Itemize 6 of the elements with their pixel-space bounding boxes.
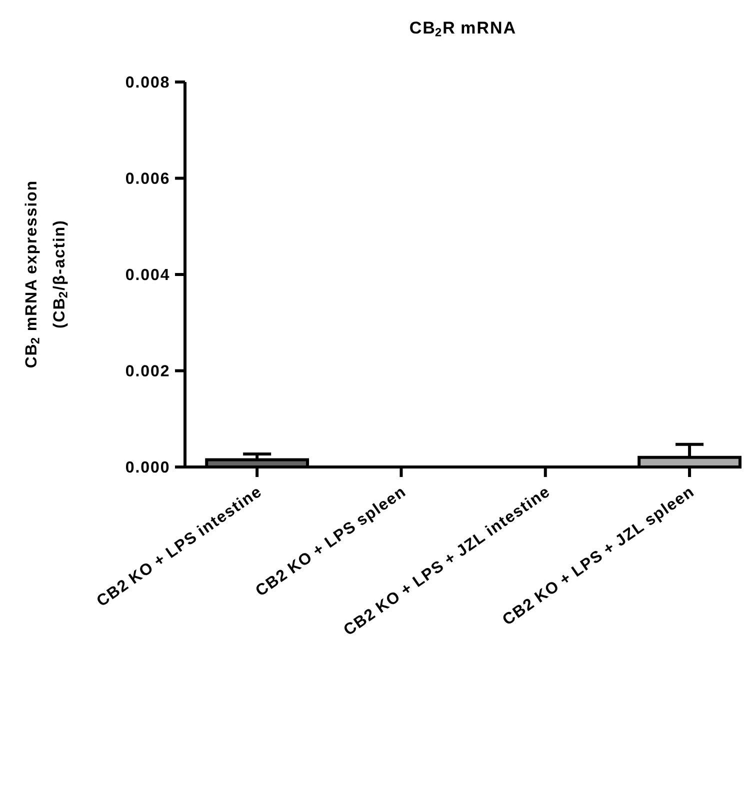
y-tick-label: 0.004: [126, 268, 170, 280]
y-tick-label: 0.006: [126, 172, 169, 184]
chart-title: CB$_{2}$R mRNA: [410, 22, 516, 36]
y-tick-label: 0.000: [126, 461, 169, 473]
y-tick-label: 0.002: [126, 365, 169, 376]
y-tick-label: 0.008: [126, 76, 169, 88]
